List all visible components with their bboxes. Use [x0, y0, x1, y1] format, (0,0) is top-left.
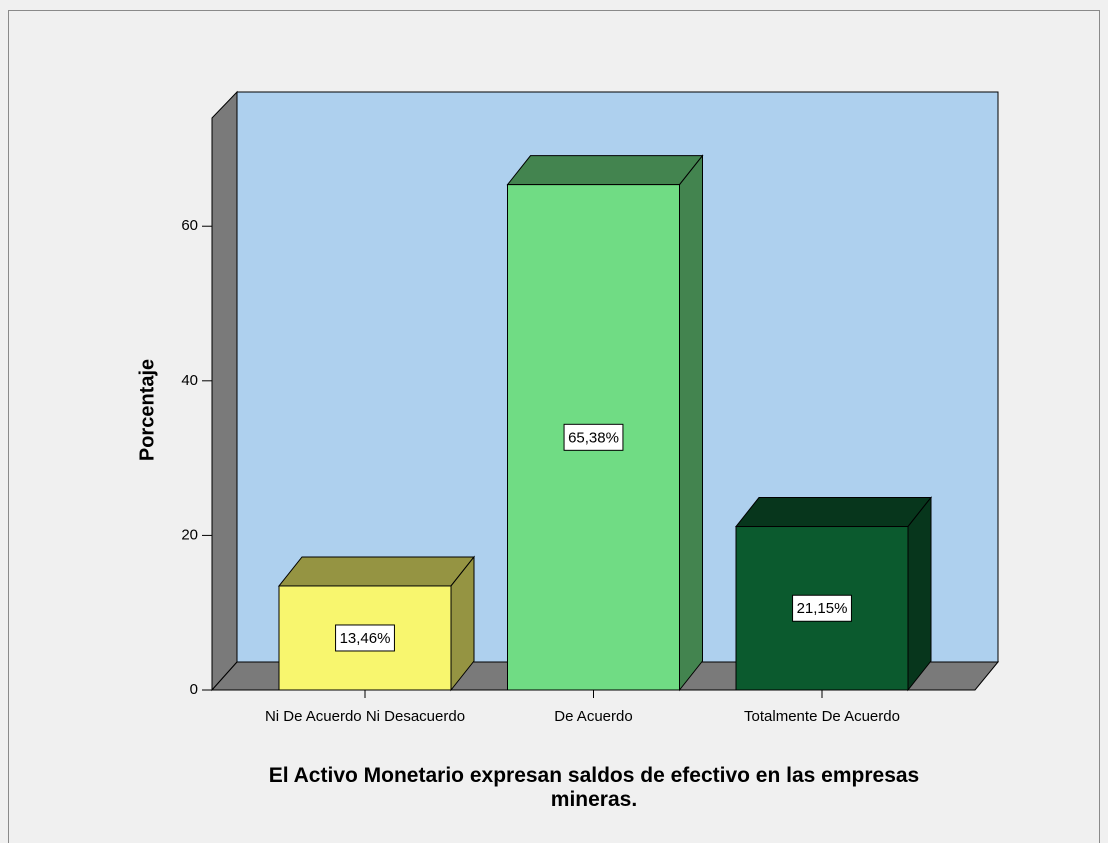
y-tick-label: 20 — [181, 526, 198, 543]
value-label: 13,46% — [340, 630, 391, 647]
value-label-box — [335, 624, 395, 652]
bar-side — [679, 154, 703, 692]
x-tick-label: Ni De Acuerdo Ni Desacuerdo — [264, 708, 466, 725]
bar-top — [506, 155, 704, 186]
y-tick-label: 60 — [181, 217, 198, 234]
bar-top — [277, 556, 476, 587]
x-tick-label: Totalmente De Acuerdo — [744, 708, 900, 725]
x-axis-title: El Activo Monetario expresan saldos de e… — [268, 764, 920, 811]
value-label: 21,15% — [797, 600, 848, 617]
y-tick-label: 40 — [181, 372, 198, 389]
y-axis-title: Porcentaje — [136, 359, 158, 461]
value-label-box — [792, 594, 852, 622]
bar-side — [907, 496, 932, 692]
bar-top — [734, 497, 933, 528]
y-tick-label: 0 — [190, 681, 198, 698]
value-label-box — [563, 423, 624, 451]
x-tick-label: De Acuerdo — [554, 708, 633, 725]
left-wall — [211, 90, 238, 692]
value-label: 65,38% — [568, 429, 619, 446]
